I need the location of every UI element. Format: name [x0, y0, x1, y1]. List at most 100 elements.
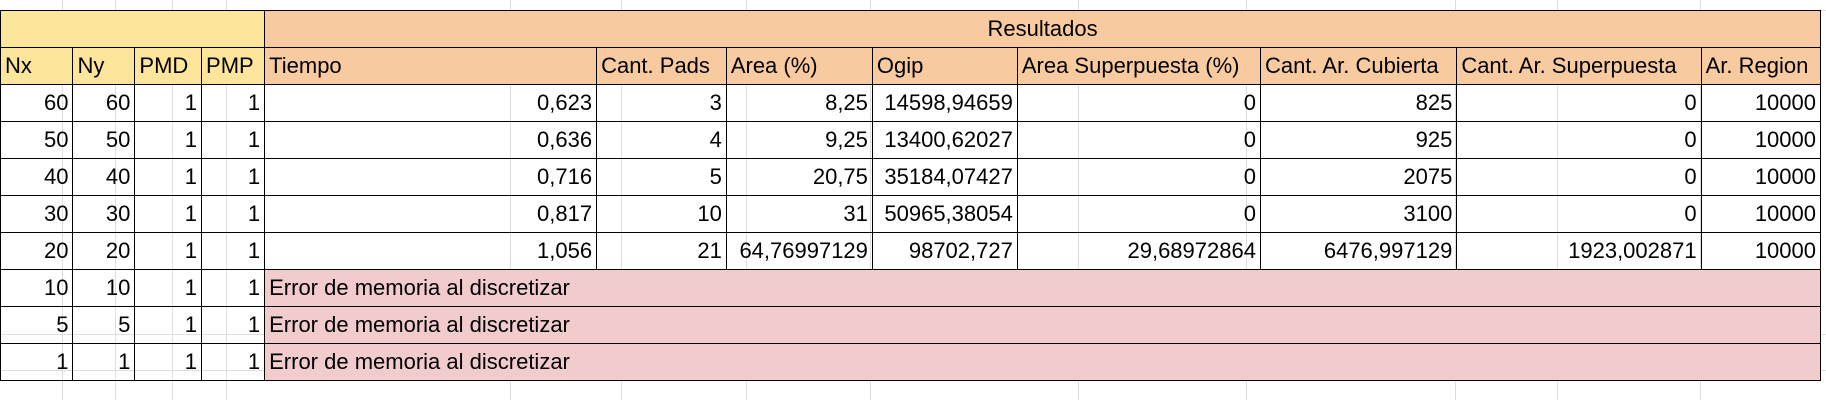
- header-cant-ar-superpuesta[interactable]: Cant. Ar. Superpuesta: [1456, 47, 1702, 85]
- header-pmd[interactable]: PMD: [134, 47, 203, 85]
- cell-ogip[interactable]: 13400,62027: [871, 121, 1018, 159]
- cell-ar-region[interactable]: 10000: [1700, 232, 1822, 270]
- cell-area[interactable]: 20,75: [725, 158, 873, 196]
- blank-header-cell[interactable]: [0, 10, 266, 48]
- error-row: 5 5 1 1 Error de memoria al discretizar: [0, 306, 1821, 344]
- header-ar-region[interactable]: Ar. Region: [1700, 47, 1822, 85]
- cell-cant-ar-cubierta[interactable]: 925: [1259, 121, 1458, 159]
- cell-pmd[interactable]: 1: [134, 269, 203, 307]
- table-row: 60 60 1 1 0,623 3 8,25 14598,94659 0 825…: [0, 84, 1822, 122]
- cell-nx[interactable]: 40: [0, 158, 74, 196]
- cell-cant-ar-cubierta[interactable]: 6476,997129: [1259, 232, 1458, 270]
- header-row: Nx Ny PMD PMP Tiempo Cant. Pads Area (%)…: [0, 47, 1822, 85]
- cell-tiempo[interactable]: 1,056: [264, 232, 598, 270]
- cell-ny[interactable]: 40: [72, 158, 136, 196]
- cell-pmd[interactable]: 1: [134, 343, 203, 381]
- cell-nx[interactable]: 5: [0, 306, 74, 344]
- cell-tiempo[interactable]: 0,716: [264, 158, 598, 196]
- header-area-superpuesta[interactable]: Area Superpuesta (%): [1016, 47, 1261, 85]
- header-ogip[interactable]: Ogip: [871, 47, 1018, 85]
- cell-pmp[interactable]: 1: [201, 158, 266, 196]
- cell-area-superpuesta[interactable]: 0: [1016, 121, 1261, 159]
- cell-nx[interactable]: 60: [0, 84, 74, 122]
- header-ny[interactable]: Ny: [72, 47, 136, 85]
- cell-pmd[interactable]: 1: [134, 232, 203, 270]
- error-message-cell[interactable]: Error de memoria al discretizar: [264, 306, 1821, 344]
- header-cant-pads[interactable]: Cant. Pads: [596, 47, 727, 85]
- cell-area-superpuesta[interactable]: 0: [1016, 195, 1261, 233]
- cell-pmd[interactable]: 1: [134, 195, 203, 233]
- cell-pmd[interactable]: 1: [134, 158, 203, 196]
- cell-ny[interactable]: 30: [72, 195, 136, 233]
- results-table: Resultados Nx Ny PMD PMP Tiempo Cant. Pa…: [0, 10, 1822, 381]
- cell-pmp[interactable]: 1: [201, 84, 266, 122]
- cell-nx[interactable]: 10: [0, 269, 74, 307]
- cell-pmd[interactable]: 1: [134, 306, 203, 344]
- cell-ogip[interactable]: 35184,07427: [871, 158, 1018, 196]
- cell-ar-region[interactable]: 10000: [1700, 84, 1822, 122]
- cell-ar-region[interactable]: 10000: [1700, 195, 1822, 233]
- cell-nx[interactable]: 20: [0, 232, 74, 270]
- cell-tiempo[interactable]: 0,623: [264, 84, 598, 122]
- cell-cant-pads[interactable]: 21: [596, 232, 727, 270]
- error-row: 10 10 1 1 Error de memoria al discretiza…: [0, 269, 1821, 307]
- results-title-cell[interactable]: Resultados: [264, 10, 1821, 48]
- cell-pmp[interactable]: 1: [201, 269, 266, 307]
- cell-area[interactable]: 64,76997129: [725, 232, 873, 270]
- cell-area-superpuesta[interactable]: 0: [1016, 158, 1261, 196]
- table-row: 30 30 1 1 0,817 10 31 50965,38054 0 3100…: [0, 195, 1822, 233]
- table-row: 40 40 1 1 0,716 5 20,75 35184,07427 0 20…: [0, 158, 1822, 196]
- header-cant-ar-cubierta[interactable]: Cant. Ar. Cubierta: [1259, 47, 1458, 85]
- error-row: 1 1 1 1 Error de memoria al discretizar: [0, 343, 1821, 381]
- cell-area-superpuesta[interactable]: 29,68972864: [1016, 232, 1261, 270]
- cell-ny[interactable]: 20: [72, 232, 136, 270]
- header-nx[interactable]: Nx: [0, 47, 74, 85]
- cell-cant-pads[interactable]: 10: [596, 195, 727, 233]
- cell-ny[interactable]: 10: [72, 269, 136, 307]
- cell-cant-pads[interactable]: 4: [596, 121, 727, 159]
- cell-ny[interactable]: 50: [72, 121, 136, 159]
- cell-ny[interactable]: 5: [72, 306, 136, 344]
- cell-ogip[interactable]: 14598,94659: [871, 84, 1018, 122]
- error-message-cell[interactable]: Error de memoria al discretizar: [264, 343, 1821, 381]
- cell-area-superpuesta[interactable]: 0: [1016, 84, 1261, 122]
- cell-pmp[interactable]: 1: [201, 232, 266, 270]
- cell-cant-ar-superpuesta[interactable]: 1923,002871: [1456, 232, 1702, 270]
- cell-ny[interactable]: 60: [72, 84, 136, 122]
- title-row: Resultados: [0, 10, 1821, 48]
- cell-ny[interactable]: 1: [72, 343, 136, 381]
- cell-ogip[interactable]: 50965,38054: [871, 195, 1018, 233]
- cell-cant-ar-cubierta[interactable]: 2075: [1259, 158, 1458, 196]
- cell-pmp[interactable]: 1: [201, 343, 266, 381]
- cell-cant-pads[interactable]: 5: [596, 158, 727, 196]
- cell-pmp[interactable]: 1: [201, 195, 266, 233]
- header-area[interactable]: Area (%): [725, 47, 873, 85]
- cell-pmd[interactable]: 1: [134, 84, 203, 122]
- cell-area[interactable]: 31: [725, 195, 873, 233]
- cell-pmd[interactable]: 1: [134, 121, 203, 159]
- header-pmp[interactable]: PMP: [201, 47, 266, 85]
- cell-tiempo[interactable]: 0,636: [264, 121, 598, 159]
- cell-pmp[interactable]: 1: [201, 121, 266, 159]
- cell-cant-pads[interactable]: 3: [596, 84, 727, 122]
- table-row: 50 50 1 1 0,636 4 9,25 13400,62027 0 925…: [0, 121, 1822, 159]
- cell-ar-region[interactable]: 10000: [1700, 158, 1822, 196]
- cell-nx[interactable]: 30: [0, 195, 74, 233]
- error-message-cell[interactable]: Error de memoria al discretizar: [264, 269, 1821, 307]
- cell-cant-ar-superpuesta[interactable]: 0: [1456, 121, 1702, 159]
- cell-cant-ar-cubierta[interactable]: 825: [1259, 84, 1458, 122]
- cell-area[interactable]: 9,25: [725, 121, 873, 159]
- cell-nx[interactable]: 50: [0, 121, 74, 159]
- cell-area[interactable]: 8,25: [725, 84, 873, 122]
- header-tiempo[interactable]: Tiempo: [264, 47, 598, 85]
- cell-cant-ar-superpuesta[interactable]: 0: [1456, 84, 1702, 122]
- cell-cant-ar-superpuesta[interactable]: 0: [1456, 195, 1702, 233]
- table-row: 20 20 1 1 1,056 21 64,76997129 98702,727…: [0, 232, 1822, 270]
- cell-cant-ar-cubierta[interactable]: 3100: [1259, 195, 1458, 233]
- cell-ogip[interactable]: 98702,727: [871, 232, 1018, 270]
- cell-tiempo[interactable]: 0,817: [264, 195, 598, 233]
- cell-nx[interactable]: 1: [0, 343, 74, 381]
- cell-cant-ar-superpuesta[interactable]: 0: [1456, 158, 1702, 196]
- cell-pmp[interactable]: 1: [201, 306, 266, 344]
- cell-ar-region[interactable]: 10000: [1700, 121, 1822, 159]
